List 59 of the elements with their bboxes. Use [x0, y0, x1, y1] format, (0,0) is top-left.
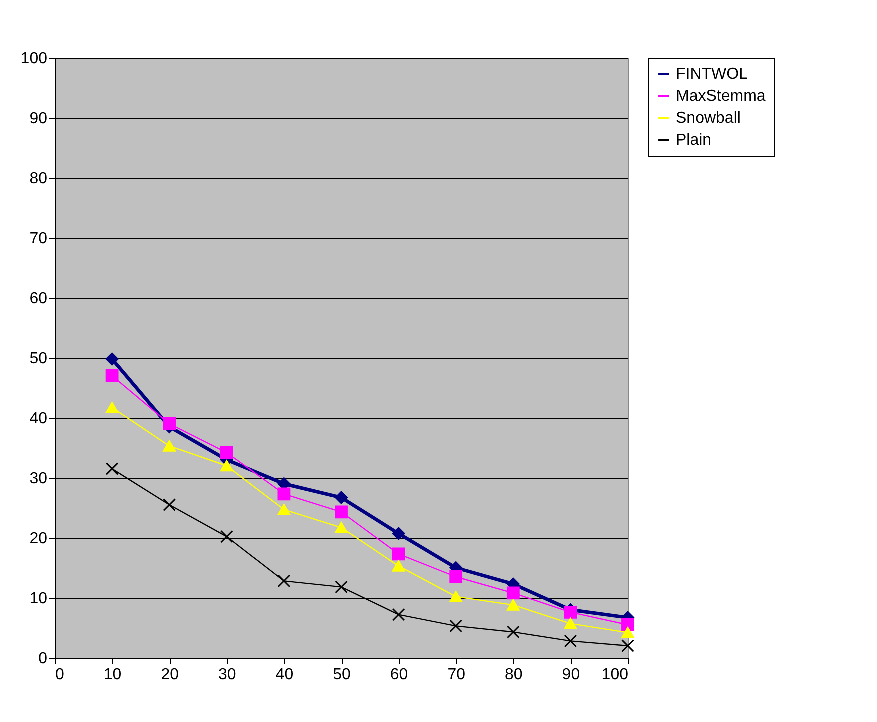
x-tick-label: 40	[276, 666, 294, 684]
x-tick-label: 50	[333, 666, 351, 684]
x-tick-label: 20	[161, 666, 180, 684]
point	[450, 591, 463, 602]
x-tick-label: 70	[448, 666, 466, 684]
y-tick-label: 30	[30, 470, 48, 488]
point	[278, 488, 291, 501]
point	[392, 560, 406, 572]
point	[506, 626, 520, 639]
point	[622, 627, 634, 638]
point	[335, 580, 348, 594]
point	[392, 548, 406, 561]
x-tick-label: 30	[218, 666, 236, 684]
y-tick-label: 100	[20, 50, 48, 68]
y-tick-label: 50	[30, 350, 48, 368]
x-tick-label: 60	[390, 666, 408, 684]
point	[622, 640, 634, 652]
legend-label: MaxStemma	[676, 88, 766, 105]
y-tick-label: 60	[30, 290, 48, 308]
point	[506, 586, 520, 600]
point	[564, 618, 578, 630]
y-tick-label: 70	[30, 230, 48, 248]
point	[220, 530, 234, 544]
point	[564, 634, 578, 648]
point	[335, 491, 348, 504]
point	[278, 504, 291, 516]
x-tick-label: 100	[602, 666, 629, 684]
point	[450, 620, 463, 633]
point	[564, 606, 578, 619]
legend-label: FINTWOL	[676, 66, 748, 83]
x-tick-label: 10	[104, 666, 122, 684]
y-tick-label: 10	[30, 590, 48, 608]
point	[278, 574, 291, 588]
point	[163, 418, 176, 430]
x-tick-label: 80	[505, 666, 523, 684]
y-tick-label: 0	[38, 650, 48, 668]
x-tick-label: 0	[56, 666, 64, 684]
point	[220, 446, 234, 460]
y-tick-label: 90	[30, 110, 48, 128]
point	[106, 462, 119, 476]
point	[392, 527, 406, 540]
point	[106, 352, 119, 366]
point	[392, 608, 406, 622]
point	[335, 522, 348, 534]
point	[163, 498, 176, 512]
legend-label: Snowball	[676, 110, 741, 127]
point	[163, 440, 176, 452]
point	[106, 370, 119, 382]
point	[450, 570, 463, 584]
y-tick-label: 20	[30, 530, 48, 548]
legend-label: Plain	[676, 132, 712, 149]
x-tick-label: 90	[562, 666, 580, 684]
point	[106, 402, 119, 414]
point	[335, 506, 348, 519]
point	[220, 460, 234, 472]
y-tick-label: 40	[30, 410, 48, 428]
point	[622, 618, 634, 632]
y-tick-label: 80	[30, 170, 48, 188]
point	[506, 600, 520, 611]
